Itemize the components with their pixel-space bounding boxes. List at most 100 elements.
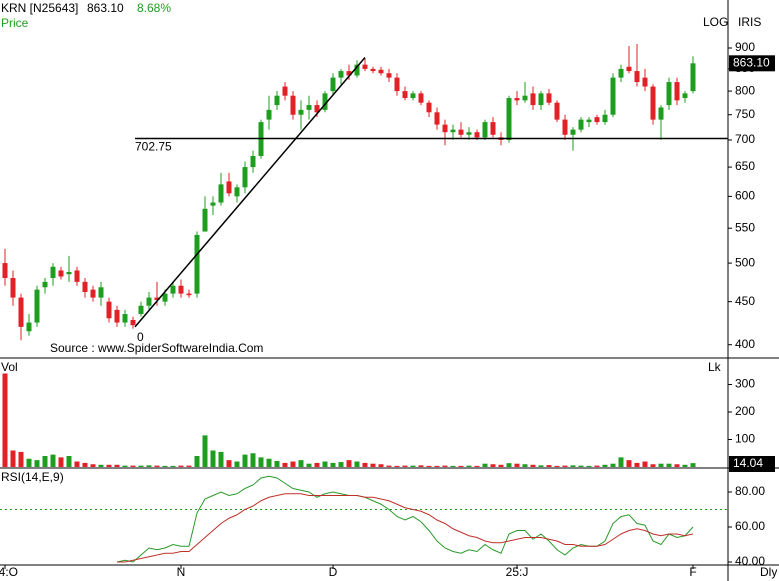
x-tick-label: 24:O: [0, 565, 18, 579]
volume-bar: [458, 465, 464, 467]
panel-label: RSI(14,E,9): [1, 470, 64, 484]
volume-bar: [18, 451, 24, 467]
y-tick-label: 100: [735, 432, 755, 446]
candle-body: [42, 281, 48, 288]
candle-body: [130, 319, 136, 326]
x-tick-label: D: [329, 565, 338, 579]
volume-bar: [274, 460, 280, 467]
support-label: 702.75: [135, 140, 172, 154]
y-tick-label: 750: [735, 107, 755, 121]
panel-label: Price: [1, 16, 29, 30]
candle-body: [26, 322, 32, 332]
y-tick-label: 400: [735, 337, 755, 351]
candle-body: [402, 91, 408, 99]
volume-bar: [602, 464, 608, 467]
candle-body: [314, 105, 320, 113]
y-tick-label: 300: [735, 377, 755, 391]
change: 8.68%: [137, 1, 171, 15]
candle-body: [322, 93, 328, 110]
candle-body: [618, 68, 624, 78]
candle-body: [290, 95, 296, 115]
candle-body: [226, 181, 232, 194]
candle-body: [162, 293, 168, 302]
study-label: IRIS: [738, 15, 761, 29]
candle-body: [242, 167, 248, 188]
candle-body: [642, 77, 648, 87]
y-tick-label: 600: [735, 189, 755, 203]
candle-body: [450, 129, 456, 133]
trendline-label: 0: [137, 330, 144, 344]
volume-bar: [690, 463, 696, 467]
candle-body: [98, 287, 104, 298]
candle-body: [530, 93, 536, 106]
volume-bar: [586, 465, 592, 467]
volume-bar: [138, 465, 144, 467]
candle-body: [202, 208, 208, 232]
volume-bar: [178, 465, 184, 467]
volume-bar: [266, 458, 272, 467]
volume-bar: [298, 460, 304, 467]
candle-body: [442, 124, 448, 133]
unit-label: Lk: [708, 360, 722, 374]
volume-bar: [218, 451, 224, 467]
candle-body: [330, 77, 336, 92]
candle-body: [658, 107, 664, 120]
period-label: Dly: [760, 565, 777, 579]
volume-bar: [314, 462, 320, 467]
source: Source : www.SpiderSoftwareIndia.Com: [50, 341, 263, 355]
candle-body: [10, 278, 16, 298]
volume-bar: [186, 465, 192, 467]
volume-bar: [498, 464, 504, 467]
candle-body: [378, 69, 384, 74]
volume-bar: [530, 464, 536, 467]
volume-bar: [562, 465, 568, 467]
candle-body: [626, 66, 632, 72]
candle-body: [266, 109, 272, 120]
volume-bar: [362, 462, 368, 467]
candle-body: [178, 285, 184, 294]
candle-body: [482, 122, 488, 138]
volume-bar: [74, 461, 80, 467]
candle-body: [186, 293, 192, 296]
volume-bar: [570, 465, 576, 467]
volume-bar: [466, 465, 472, 467]
y-tick-label: 550: [735, 220, 755, 234]
candle-body: [434, 112, 440, 125]
volume-bar: [402, 465, 408, 467]
candle-body: [578, 119, 584, 130]
volume-bar: [546, 465, 552, 467]
volume-bar: [194, 456, 200, 467]
panel-label: Vol: [1, 360, 18, 374]
candle-body: [82, 281, 88, 293]
trendline: [134, 56, 366, 328]
volume-bar: [682, 464, 688, 467]
candle-body: [106, 301, 112, 319]
candle-body: [18, 297, 24, 327]
candle-body: [298, 109, 304, 115]
candle-body: [682, 93, 688, 99]
volume-bar: [106, 464, 112, 467]
volume-bar: [578, 465, 584, 467]
volume-bar: [514, 463, 520, 467]
rsi-line: [117, 493, 694, 563]
candle-body: [546, 93, 552, 103]
y-tick-label: 200: [735, 404, 755, 418]
volume-bar: [346, 460, 352, 467]
volume-bar: [418, 465, 424, 467]
candle-body: [426, 102, 432, 113]
volume-bar: [34, 460, 40, 467]
price-box: [729, 55, 775, 72]
candle-body: [522, 95, 528, 101]
volume-bar: [354, 461, 360, 467]
volume-bar: [26, 458, 32, 467]
candle-body: [234, 187, 240, 197]
volume-bar: [666, 463, 672, 467]
volume-bar: [594, 465, 600, 467]
volume-bar: [322, 461, 328, 467]
candle-body: [346, 71, 352, 76]
candle-body: [370, 68, 376, 72]
symbol: KRN [N25643]: [1, 1, 78, 15]
candle-body: [154, 297, 160, 301]
candle-body: [138, 305, 144, 315]
